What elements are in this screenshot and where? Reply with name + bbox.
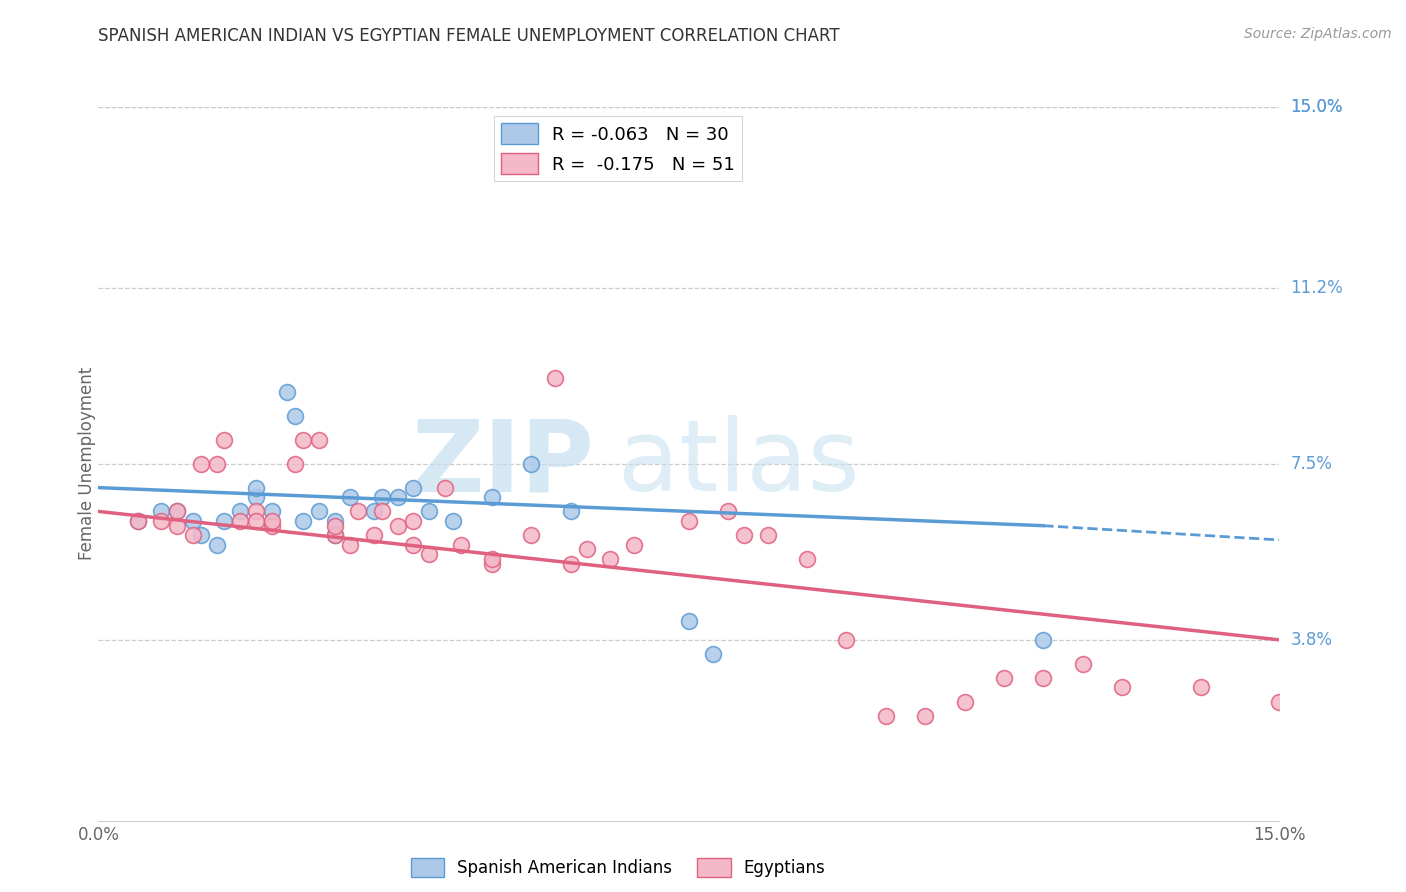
Point bbox=[796, 552, 818, 566]
Point bbox=[150, 514, 173, 528]
Point bbox=[214, 514, 236, 528]
Point bbox=[127, 514, 149, 528]
Point bbox=[308, 504, 330, 518]
Point bbox=[276, 385, 298, 400]
Point bbox=[433, 481, 456, 495]
Point bbox=[190, 457, 212, 471]
Point bbox=[260, 504, 283, 518]
Point bbox=[229, 504, 252, 518]
Point bbox=[402, 514, 425, 528]
Point bbox=[1268, 695, 1291, 709]
Point bbox=[260, 514, 283, 528]
Point bbox=[418, 547, 440, 561]
Point bbox=[560, 504, 582, 518]
Point bbox=[308, 433, 330, 447]
Point bbox=[371, 504, 394, 518]
Y-axis label: Female Unemployment: Female Unemployment bbox=[79, 368, 96, 560]
Point bbox=[1032, 632, 1054, 647]
Point bbox=[190, 528, 212, 542]
Point bbox=[347, 504, 370, 518]
Point bbox=[284, 457, 307, 471]
Point bbox=[323, 528, 346, 542]
Text: ZIP: ZIP bbox=[412, 416, 595, 512]
Point bbox=[914, 709, 936, 723]
Point bbox=[166, 504, 188, 518]
Point bbox=[756, 528, 779, 542]
Point bbox=[127, 514, 149, 528]
Point bbox=[181, 514, 204, 528]
Point bbox=[166, 504, 188, 518]
Point bbox=[520, 457, 543, 471]
Point bbox=[292, 514, 315, 528]
Point bbox=[481, 557, 503, 571]
Text: 15.0%: 15.0% bbox=[1291, 98, 1343, 116]
Point bbox=[678, 614, 700, 628]
Text: atlas: atlas bbox=[619, 416, 859, 512]
Text: 15.0%: 15.0% bbox=[1291, 98, 1343, 116]
Point bbox=[363, 528, 385, 542]
Point bbox=[339, 490, 361, 504]
Point bbox=[245, 490, 267, 504]
Legend: Spanish American Indians, Egyptians: Spanish American Indians, Egyptians bbox=[404, 851, 832, 884]
Point bbox=[229, 514, 252, 528]
Text: 3.8%: 3.8% bbox=[1291, 631, 1333, 648]
Point bbox=[1071, 657, 1094, 671]
Point bbox=[363, 504, 385, 518]
Point bbox=[418, 504, 440, 518]
Point bbox=[544, 371, 567, 385]
Point bbox=[875, 709, 897, 723]
Point bbox=[1032, 671, 1054, 685]
Point bbox=[323, 528, 346, 542]
Point bbox=[481, 490, 503, 504]
Point bbox=[284, 409, 307, 424]
Point bbox=[575, 542, 598, 557]
Point bbox=[205, 538, 228, 552]
Point bbox=[402, 481, 425, 495]
Point bbox=[245, 514, 267, 528]
Point bbox=[993, 671, 1015, 685]
Point bbox=[371, 490, 394, 504]
Point bbox=[623, 538, 645, 552]
Point bbox=[260, 518, 283, 533]
Text: 7.5%: 7.5% bbox=[1291, 455, 1333, 473]
Point bbox=[441, 514, 464, 528]
Point bbox=[245, 481, 267, 495]
Point bbox=[181, 528, 204, 542]
Point bbox=[599, 552, 621, 566]
Point bbox=[560, 557, 582, 571]
Point bbox=[387, 490, 409, 504]
Point bbox=[214, 433, 236, 447]
Point bbox=[323, 518, 346, 533]
Point bbox=[520, 528, 543, 542]
Point bbox=[402, 538, 425, 552]
Point bbox=[387, 518, 409, 533]
Point bbox=[717, 504, 740, 518]
Point bbox=[150, 504, 173, 518]
Point bbox=[678, 514, 700, 528]
Point bbox=[835, 632, 858, 647]
Point bbox=[450, 538, 472, 552]
Point bbox=[292, 433, 315, 447]
Point bbox=[733, 528, 755, 542]
Text: 11.2%: 11.2% bbox=[1291, 279, 1343, 297]
Point bbox=[339, 538, 361, 552]
Point bbox=[166, 518, 188, 533]
Point bbox=[953, 695, 976, 709]
Text: Source: ZipAtlas.com: Source: ZipAtlas.com bbox=[1244, 27, 1392, 41]
Point bbox=[702, 647, 724, 661]
Point bbox=[1111, 681, 1133, 695]
Point bbox=[481, 552, 503, 566]
Text: SPANISH AMERICAN INDIAN VS EGYPTIAN FEMALE UNEMPLOYMENT CORRELATION CHART: SPANISH AMERICAN INDIAN VS EGYPTIAN FEMA… bbox=[98, 27, 839, 45]
Point bbox=[1189, 681, 1212, 695]
Point bbox=[245, 504, 267, 518]
Point bbox=[205, 457, 228, 471]
Point bbox=[323, 514, 346, 528]
